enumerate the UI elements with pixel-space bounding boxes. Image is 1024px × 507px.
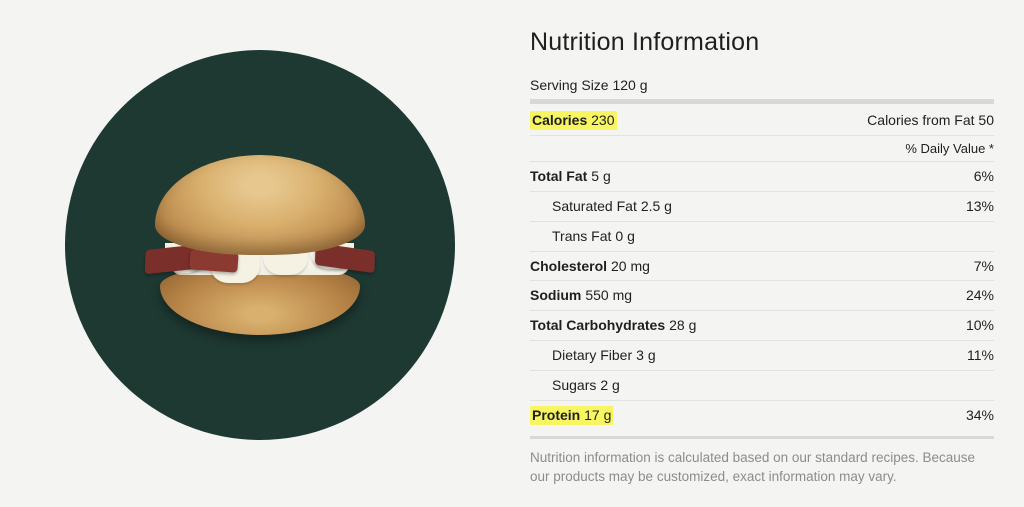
row-value: 2 g [600, 376, 619, 395]
serving-size: Serving Size 120 g [530, 77, 994, 93]
panel-title: Nutrition Information [530, 28, 994, 57]
row-pct: 11% [967, 346, 994, 365]
row-pct: 6% [974, 167, 994, 186]
calories-label: Calories [532, 112, 587, 128]
footnote: Nutrition information is calculated base… [530, 449, 994, 487]
row-value: 0 g [615, 227, 634, 246]
nutrition-row: Cholesterol 20 mg 7% [530, 252, 994, 282]
calories-row: Calories 230 Calories from Fat 50 [530, 106, 994, 136]
row-pct: 7% [974, 257, 994, 276]
row-pct: 13% [966, 197, 994, 216]
nutrition-row: Total Carbohydrates 28 g 10% [530, 311, 994, 341]
row-value: 3 g [636, 346, 655, 365]
protein-label: Protein [532, 407, 580, 423]
row-value: 2.5 g [641, 197, 672, 216]
row-label: Dietary Fiber [552, 346, 632, 365]
sandwich-illustration [150, 155, 370, 335]
daily-value-header: % Daily Value * [530, 136, 994, 162]
nutrition-row: Dietary Fiber 3 g 11% [530, 341, 994, 371]
row-label: Total Carbohydrates [530, 316, 665, 335]
divider-thick [530, 99, 994, 104]
row-pct: 24% [966, 286, 994, 305]
row-label: Trans Fat [552, 227, 611, 246]
row-value: 28 g [669, 316, 696, 335]
row-label: Cholesterol [530, 257, 607, 276]
calories-from-fat: Calories from Fat 50 [867, 111, 994, 130]
row-value: 550 mg [585, 286, 632, 305]
nutrition-row: Saturated Fat 2.5 g 13% [530, 192, 994, 222]
row-value: 5 g [591, 167, 610, 186]
protein-value: 17 g [584, 407, 611, 423]
row-label: Sugars [552, 376, 596, 395]
nutrition-row: Total Fat 5 g 6% [530, 162, 994, 192]
row-label: Saturated Fat [552, 197, 637, 216]
nutrition-row: Sugars 2 g [530, 371, 994, 401]
protein-row: Protein 17 g 34% [530, 401, 994, 430]
protein-highlight: Protein 17 g [530, 406, 613, 425]
nutrition-row: Trans Fat 0 g [530, 222, 994, 252]
protein-pct: 34% [966, 406, 994, 425]
row-pct: 10% [966, 316, 994, 335]
divider-thick-bottom [530, 436, 994, 439]
nutrition-rows: Total Fat 5 g 6% Saturated Fat 2.5 g 13% Tra… [530, 162, 994, 401]
row-value: 20 mg [611, 257, 650, 276]
row-label: Total Fat [530, 167, 587, 186]
nutrition-row: Sodium 550 mg 24% [530, 281, 994, 311]
serving-label: Serving Size [530, 77, 609, 93]
product-image-circle [65, 50, 455, 440]
serving-value: 120 g [612, 77, 647, 93]
row-label: Sodium [530, 286, 581, 305]
nutrition-panel: Nutrition Information Serving Size 120 g… [470, 20, 994, 487]
calories-value: 230 [591, 112, 614, 128]
product-image-panel [50, 20, 470, 440]
calories-highlight: Calories 230 [530, 111, 617, 130]
